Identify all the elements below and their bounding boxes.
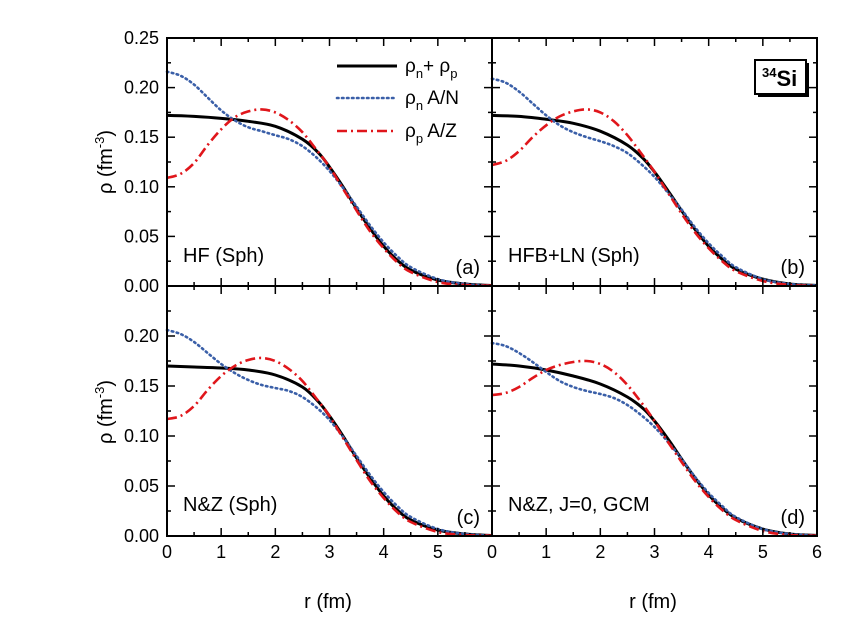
x-tick-label: 0 [487,542,497,562]
ylabel-top: ρ (fm-3) [92,130,117,194]
svg-text:34Si: 34Si [762,65,797,91]
panel-letter: (b) [781,257,805,279]
series-neutron-panel-b [490,77,819,287]
legend: ρn+ ρp ρn A/N ρp A/Z [335,56,459,146]
y-tick-label: 0.20 [124,326,159,346]
x-tick-label: 3 [649,542,659,562]
series-proton-panel-d [491,359,818,537]
panel-letter: (c) [457,507,480,529]
x-tick-label: 0 [162,542,172,562]
xlabel-left: r (fm) [304,591,352,613]
panel-a: 0.00 0.05 0.10 0.15 0.20 0.25 HF (Sph) (a) [124,28,494,296]
panel-letter: (a) [456,257,480,279]
y-tick-label: 0.05 [124,476,159,496]
x-tick-label: 2 [595,542,605,562]
series-proton-panel-b [491,108,818,287]
x-tick-label: 1 [216,542,226,562]
panel-method-label: N&Z, J=0, GCM [508,494,650,516]
series-neutron-panel-d [490,341,819,537]
y-tick-label: 0.15 [124,127,159,147]
x-tick-label: 1 [541,542,551,562]
panel-c: 0 1 2 3 4 5 0.00 0.05 0.10 0.15 0.20 N&Z (Sph) (c) [124,285,494,562]
legend-label-neutron: ρn A/N [405,88,459,113]
y-tick-label: 0.20 [124,78,159,98]
ylabel-bottom: ρ (fm-3) [92,380,117,444]
x-tick-label: 4 [379,542,389,562]
xlabel-right: r (fm) [629,591,677,613]
x-tick-label: 5 [433,542,443,562]
panels-group: 0.00 0.05 0.10 0.15 0.20 0.25 HF (Sph) (a) HFB+L… [124,28,822,562]
panel-letter: (d) [781,507,805,529]
x-tick-label: 2 [270,542,280,562]
y-tick-label: 0.10 [124,177,159,197]
panel-d: 0 1 2 3 4 5 6 N&Z, J=0, GCM (d) [487,285,822,562]
panel-method-label: HF (Sph) [183,245,264,267]
x-tick-label: 4 [704,542,714,562]
y-tick-label: 0.00 [124,526,159,546]
y-tick-label: 0.25 [124,28,159,48]
y-tick-label: 0.15 [124,376,159,396]
series-neutron-panel-a [165,70,494,287]
series-proton-panel-c [166,356,493,537]
nucleus-badge: 34Si [754,59,809,97]
panel-method-label: HFB+LN (Sph) [508,245,640,267]
y-tick-label: 0.05 [124,226,159,246]
series-neutron-panel-c [165,328,494,537]
x-tick-label: 5 [758,542,768,562]
series-proton-panel-a [166,108,493,287]
panel-method-label: N&Z (Sph) [183,494,277,516]
legend-label-proton: ρp A/Z [405,121,457,146]
series-total-panel-b [491,113,818,287]
y-tick-label: 0.00 [124,276,159,296]
y-tick-label: 0.10 [124,426,159,446]
x-tick-label: 6 [812,542,822,562]
legend-label-total: ρn+ ρp [405,56,457,81]
x-tick-label: 3 [324,542,334,562]
